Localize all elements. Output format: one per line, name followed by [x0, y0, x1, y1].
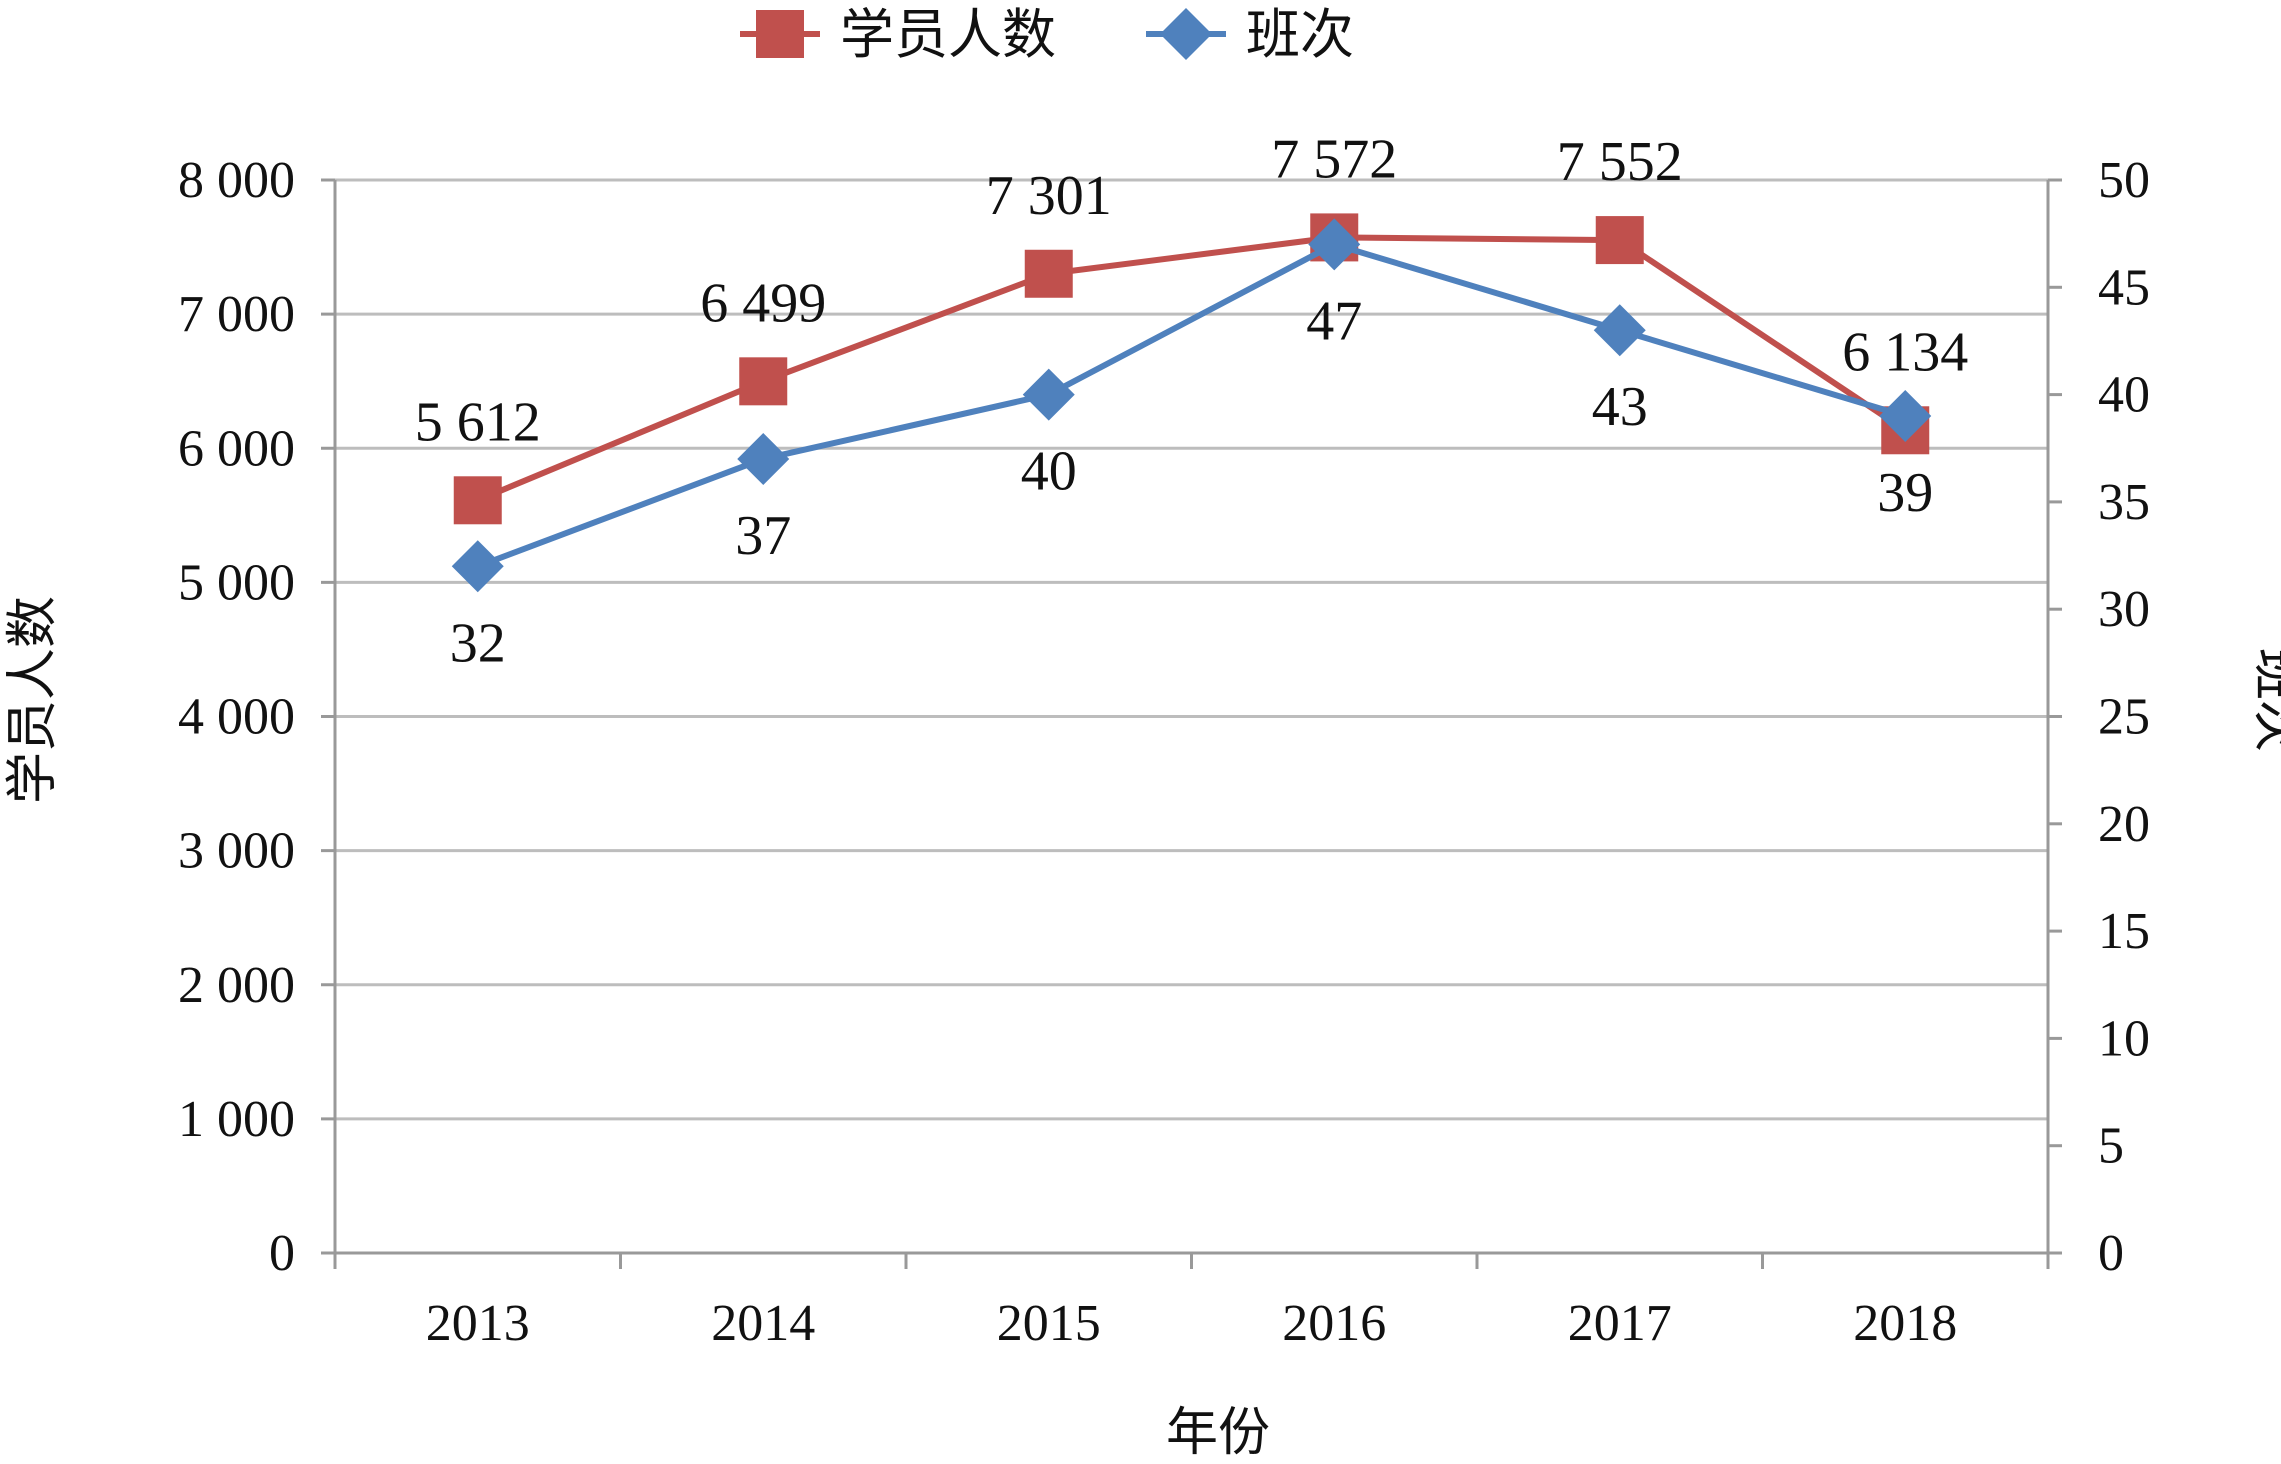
data-label-students: 7 301: [986, 165, 1112, 227]
left-tick-label: 8 000: [178, 152, 295, 209]
data-label-students: 5 612: [415, 391, 541, 453]
legend-label: 学员人数: [840, 3, 1056, 66]
data-label-classes: 47: [1306, 290, 1362, 352]
right-axis-ticks: 0 5 10 15 20 25 30 35 40 45 50: [2048, 152, 2150, 1282]
left-tick-label: 3 000: [178, 823, 295, 880]
data-label-classes: 40: [1021, 441, 1077, 503]
data-point-classes: [1022, 368, 1075, 421]
left-tick-label: 2 000: [178, 957, 295, 1014]
data-point-classes: [1879, 390, 1932, 443]
data-label-students: 6 499: [700, 272, 826, 334]
data-point-students: [453, 476, 502, 525]
data-labels: 5 612 6 499 7 301 7 572 7 552 6 134 32 37 40 47 43…: [415, 128, 1969, 674]
right-tick-label: 20: [2098, 796, 2150, 853]
left-axis-ticks: 0 1 000 2 000 3 000 4 000 5 000 6 000 7 000 8 00…: [178, 152, 335, 1282]
left-tick-label: 7 000: [178, 286, 295, 343]
right-tick-label: 40: [2098, 367, 2150, 424]
data-point-classes: [1308, 218, 1361, 271]
right-tick-label: 0: [2098, 1225, 2124, 1282]
y2-axis-title: 班次: [2247, 648, 2281, 752]
left-tick-label: 1 000: [178, 1091, 295, 1148]
right-tick-label: 35: [2098, 474, 2150, 531]
right-tick-label: 30: [2098, 581, 2150, 638]
x-tick-label: 2013: [426, 1295, 530, 1352]
x-tick-label: 2016: [1282, 1295, 1386, 1352]
data-label-students: 7 552: [1557, 131, 1683, 193]
left-tick-label: 6 000: [178, 420, 295, 477]
right-tick-label: 5: [2098, 1118, 2124, 1175]
right-tick-label: 10: [2098, 1010, 2150, 1067]
series: [451, 213, 1932, 593]
x-axis-ticks: 2013 2014 2015 2016 2017 2018: [333, 1253, 2050, 1352]
series-line-students: [476, 234, 1907, 504]
data-label-students: 7 572: [1271, 128, 1397, 190]
legend: 学员人数 班次: [740, 3, 1354, 66]
series-line-classes: [476, 241, 1907, 570]
data-point-students: [1595, 216, 1644, 265]
x-tick-label: 2018: [1853, 1295, 1957, 1352]
data-label-students: 6 134: [1842, 321, 1968, 383]
data-label-classes: 39: [1877, 462, 1933, 524]
data-label-classes: 32: [450, 612, 506, 674]
data-point-students: [739, 357, 788, 406]
data-label-classes: 43: [1592, 376, 1648, 438]
data-point-classes: [737, 432, 790, 485]
gridlines: [335, 178, 2048, 1121]
legend-square-icon: [756, 10, 804, 58]
x-axis-title: 年份: [1166, 1403, 1270, 1463]
left-tick-label: 5 000: [178, 554, 295, 611]
data-point-classes: [1593, 304, 1646, 357]
y-axis-title: 学员人数: [3, 596, 63, 804]
data-point-classes: [451, 540, 504, 593]
legend-label: 班次: [1246, 3, 1354, 66]
x-tick-label: 2017: [1568, 1295, 1672, 1352]
right-tick-label: 45: [2098, 259, 2150, 316]
data-point-students: [1024, 249, 1073, 298]
left-tick-label: 0: [269, 1225, 295, 1282]
left-tick-label: 4 000: [178, 689, 295, 746]
legend-diamond-icon: [1160, 8, 1212, 60]
right-tick-label: 50: [2098, 152, 2150, 209]
x-tick-label: 2014: [711, 1295, 815, 1352]
right-tick-label: 15: [2098, 903, 2150, 960]
data-label-classes: 37: [735, 505, 791, 567]
x-tick-label: 2015: [997, 1295, 1101, 1352]
right-tick-label: 25: [2098, 689, 2150, 746]
